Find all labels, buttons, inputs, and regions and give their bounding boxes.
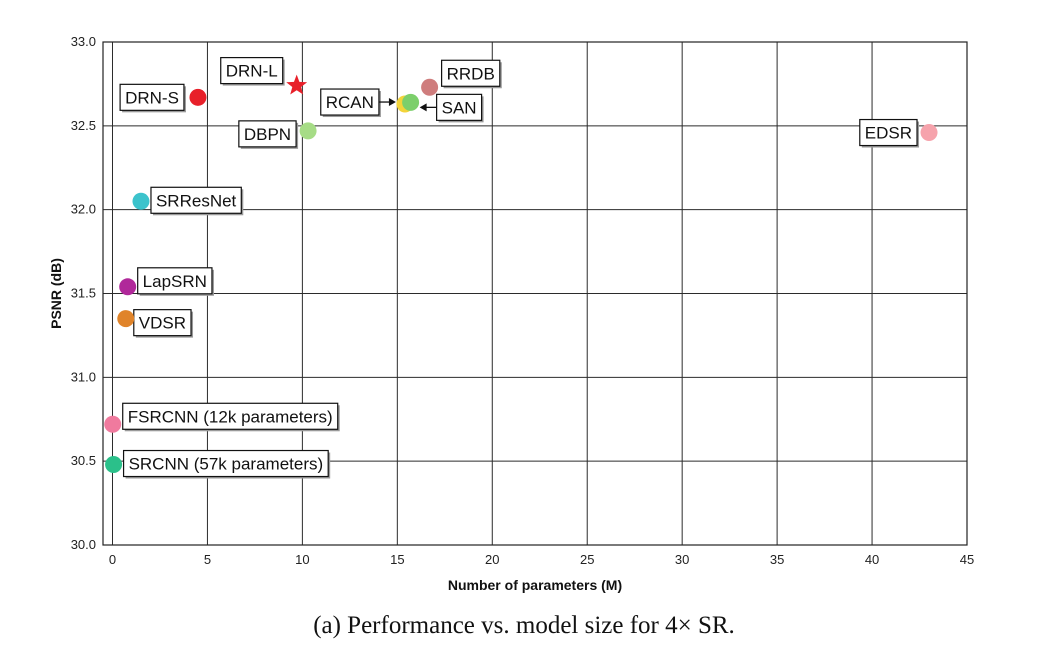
label-dbpn: DBPN (244, 125, 291, 144)
x-tick-label: 30 (675, 552, 689, 567)
x-tick-label: 20 (485, 552, 499, 567)
point-drn-s (189, 88, 207, 106)
x-tick-label: 5 (204, 552, 211, 567)
label-box (859, 118, 918, 147)
label-rrdb: RRDB (447, 64, 495, 83)
label-srcnn-57k-parameters: SRCNN (57k parameters) (129, 455, 324, 474)
y-axis-title: PSNR (dB) (48, 258, 64, 329)
tick-labels: 0 5 10 15 20 25 30 35 40 45 30.0 30.5 31.0 31.5 32.0 32… (71, 34, 975, 567)
label-box (133, 309, 192, 337)
label-rcan: RCAN (326, 93, 374, 112)
x-tick-label: 25 (580, 552, 594, 567)
label-drn-s: DRN-S (125, 88, 179, 107)
label-arrow-head (388, 98, 396, 107)
point-lapsrn (119, 278, 137, 296)
y-tick-label: 30.5 (71, 453, 96, 468)
point-vdsr (117, 310, 135, 328)
y-tick-label: 32.5 (71, 118, 96, 133)
x-tick-label: 15 (390, 552, 404, 567)
point-dbpn (299, 122, 317, 140)
x-tick-label: 35 (770, 552, 784, 567)
label-box (137, 267, 213, 295)
x-tick-label: 0 (109, 552, 116, 567)
y-tick-label: 33.0 (71, 34, 96, 49)
point-drn-l (286, 74, 308, 95)
label-box (122, 402, 339, 430)
label-box (122, 449, 329, 478)
x-axis-title: Number of parameters (M) (448, 577, 622, 593)
point-san (402, 93, 420, 111)
figure-caption: (a) Performance vs. model size for 4× SR… (313, 612, 735, 639)
point-fsrcnn-12k-parameters (104, 415, 122, 433)
point-srcnn-57k-parameters (105, 456, 123, 474)
data-points (104, 74, 938, 474)
y-tick-label: 32.0 (71, 202, 96, 217)
label-box (238, 120, 297, 148)
point-srresnet (132, 192, 150, 210)
label-fsrcnn-12k-parameters: FSRCNN (12k parameters) (128, 407, 333, 426)
label-san: SAN (442, 98, 477, 117)
x-tick-label: 45 (960, 552, 974, 567)
point-rrdb (421, 78, 439, 96)
label-box (441, 59, 501, 87)
label-box (150, 186, 242, 214)
label-srresnet: SRResNet (156, 191, 237, 210)
label-vdsr: VDSR (139, 314, 186, 333)
point-labels: DRN-S DRN-L DBPN RCAN SAN RRDB EDSR SRResNet Lap… (119, 56, 920, 479)
label-drn-l: DRN-L (226, 62, 278, 81)
x-tick-label: 10 (295, 552, 309, 567)
label-lapsrn: LapSRN (143, 272, 207, 291)
y-tick-label: 31.5 (71, 286, 96, 301)
label-box (436, 93, 483, 121)
x-tick-label: 40 (865, 552, 879, 567)
y-tick-label: 31.0 (71, 369, 96, 384)
label-edsr: EDSR (865, 124, 912, 143)
label-arrow-head (419, 103, 427, 112)
y-tick-label: 30.0 (71, 537, 96, 552)
label-box (220, 56, 284, 85)
point-edsr (920, 124, 938, 142)
label-box (119, 83, 185, 111)
plot-frame (102, 41, 968, 546)
